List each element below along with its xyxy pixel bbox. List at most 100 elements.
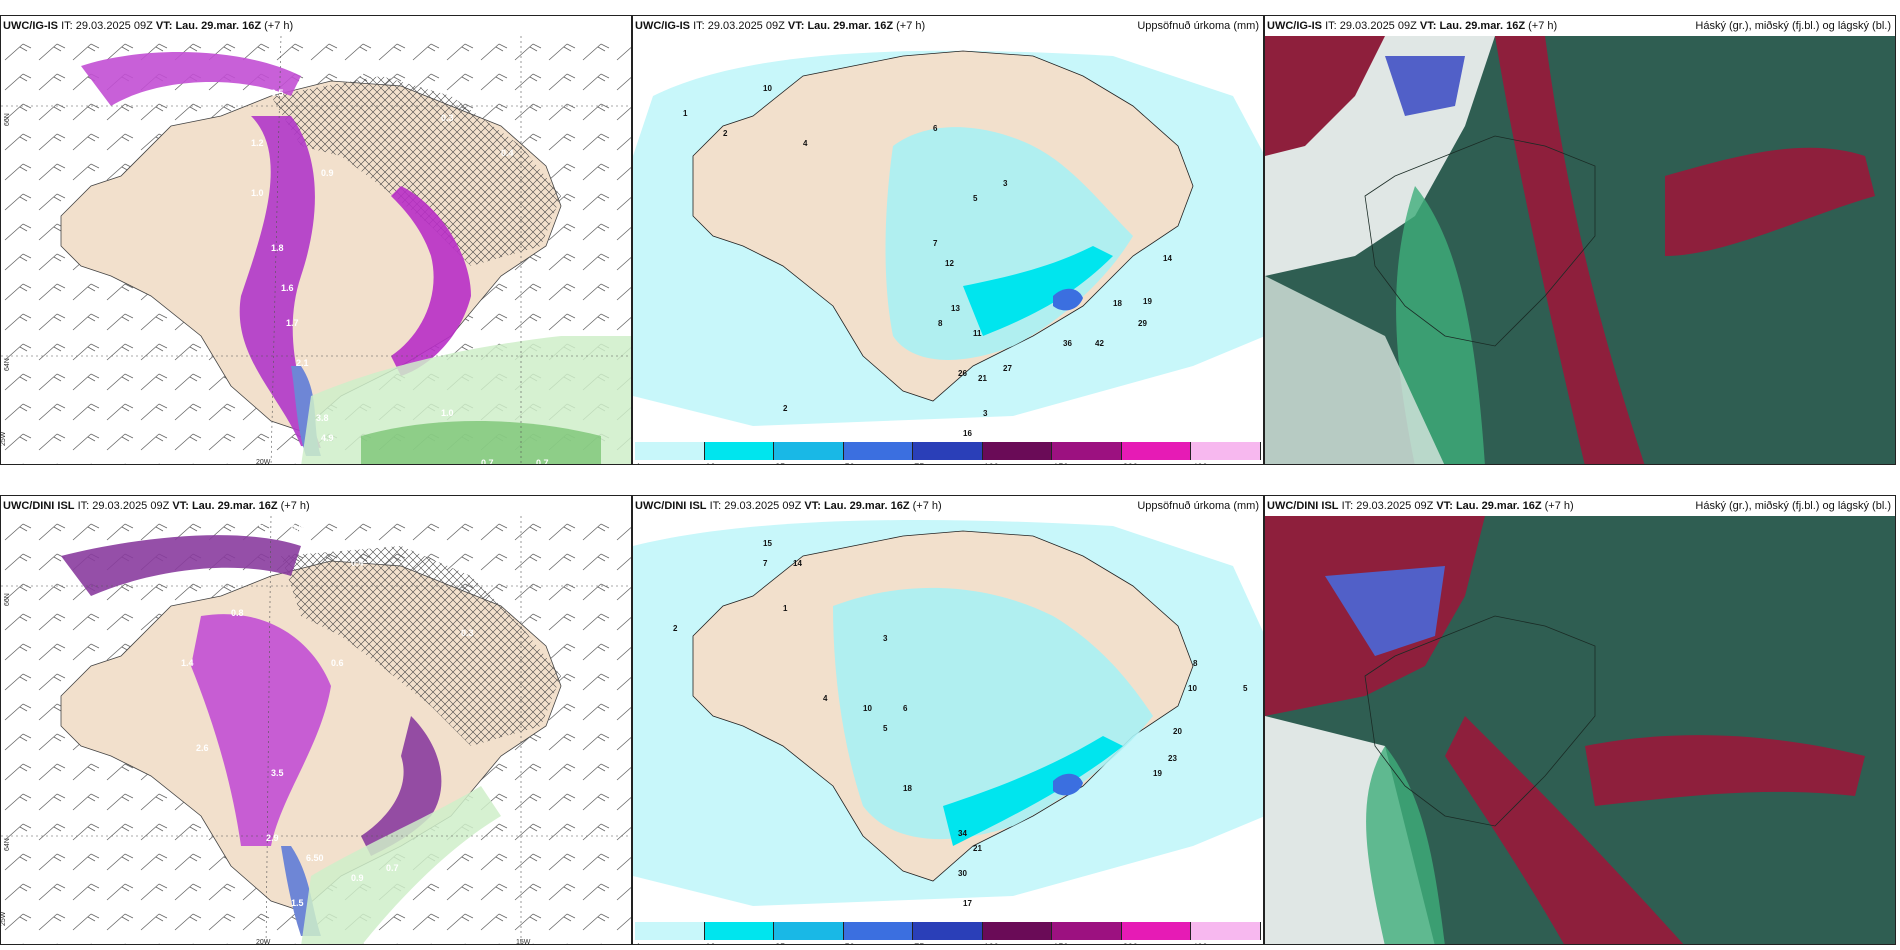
value-label: 0.6 xyxy=(351,68,364,78)
legend-swatch xyxy=(635,922,705,940)
low-cloud-green xyxy=(1366,746,1445,944)
value-label: 0.9 xyxy=(321,168,334,178)
precip-band-central xyxy=(239,116,321,448)
value-label: 0.7 xyxy=(536,458,549,465)
value-label: 7 xyxy=(763,559,768,568)
value-label: 1.7 xyxy=(286,318,299,328)
precip-band-central xyxy=(191,614,331,846)
legend-label: 150 xyxy=(1053,942,1068,944)
legend-swatch xyxy=(843,922,914,940)
legend-label: 10 xyxy=(706,462,716,464)
precip-10mm-south xyxy=(943,736,1123,846)
axis-label: 25W xyxy=(1,431,7,446)
value-label: 1.0 xyxy=(441,408,454,418)
value-label: 29 xyxy=(1138,319,1147,328)
value-label: 10 xyxy=(863,704,872,713)
value-label: 14 xyxy=(793,559,802,568)
precip-legend: 1 10 25 50 75 100 150 200 400 xyxy=(635,442,1261,464)
value-label: 14 xyxy=(1163,254,1172,263)
high-cloud-east xyxy=(1585,735,1865,806)
value-label: 17 xyxy=(963,899,972,908)
legend-label: 25 xyxy=(775,942,785,944)
panel-top-mid-accum-precip: UWC/IG-IS IT: 29.03.2025 09Z VT: Lau. 29… xyxy=(632,15,1264,465)
high-cloud-nw xyxy=(1265,36,1385,156)
legend-label: 150 xyxy=(1053,462,1068,464)
snow-hatch-area xyxy=(271,76,561,266)
legend-swatch xyxy=(913,922,983,940)
value-label: 6 xyxy=(933,124,938,133)
value-label: 0.8 xyxy=(231,608,244,618)
value-label: 5 xyxy=(1243,684,1248,693)
panel-header: UWC/IG-IS IT: 29.03.2025 09Z VT: Lau. 29… xyxy=(1,16,631,36)
legend-swatch xyxy=(774,442,844,460)
value-label: 3.8 xyxy=(316,413,329,423)
legend-swatch xyxy=(1191,922,1261,940)
rain-core-south xyxy=(361,421,601,464)
value-label: 34 xyxy=(958,829,967,838)
snow-hatch-area xyxy=(281,546,561,746)
legend-swatch xyxy=(1121,442,1192,460)
legend-label: 50 xyxy=(845,942,855,944)
value-label: 20 xyxy=(1173,727,1182,736)
value-label: 2 xyxy=(783,404,788,413)
value-label: 3 xyxy=(1003,179,1008,188)
low-cloud-green xyxy=(1396,186,1485,464)
panel-header: UWC/DINI ISL IT: 29.03.2025 09Z VT: Lau.… xyxy=(633,496,1263,516)
mid-cloud-nw xyxy=(1385,56,1465,116)
mid-cloud-nw xyxy=(1325,566,1445,656)
value-label: 30 xyxy=(958,869,967,878)
value-label: 7 xyxy=(933,239,938,248)
value-label: 2.1 xyxy=(296,358,309,368)
legend-swatch xyxy=(913,442,983,460)
axis-label: 64N xyxy=(4,838,11,851)
high-cloud-east xyxy=(1665,147,1875,256)
precip-wind-map: 0.6 0.5 0.3 0.4 0.9 1.2 1.0 1.8 1.6 1.7 2.1 3.8 4.9 0… xyxy=(1,36,631,465)
legend-label: 75 xyxy=(914,942,924,944)
legend-label: 400 xyxy=(1192,942,1207,944)
precip-band-north xyxy=(61,535,301,596)
accum-precip-map: 15 7 14 1 2 4 10 3 6 5 18 34 21 30 17 23 20 19 10 8 5 xyxy=(633,520,1263,908)
cloud-cover-map xyxy=(1265,516,1895,944)
legend-label: 100 xyxy=(984,462,999,464)
value-label: 42 xyxy=(1095,339,1104,348)
value-label: 13 xyxy=(951,304,960,313)
cloud-cover-map xyxy=(1265,36,1895,464)
legend-label: 1 xyxy=(636,462,641,464)
axis-label: 20W xyxy=(256,939,271,945)
legend-swatch xyxy=(843,442,914,460)
legend-swatch xyxy=(1052,922,1122,940)
axis-label: 66N xyxy=(4,113,11,126)
value-label: 8 xyxy=(1193,659,1198,668)
value-label: 4 xyxy=(823,694,828,703)
legend-swatch xyxy=(704,442,775,460)
panel-title-right: Háský (gr.), miðský (fj.bl.) og lágský (… xyxy=(1695,20,1891,32)
panel-top-right-clouds: UWC/IG-IS IT: 29.03.2025 09Z VT: Lau. 29… xyxy=(1264,15,1896,465)
legend-swatch xyxy=(704,922,775,940)
value-label: 10 xyxy=(763,84,772,93)
value-label: 3.5 xyxy=(271,768,284,778)
value-label: 5 xyxy=(883,724,888,733)
value-label: 36 xyxy=(1063,339,1072,348)
value-label: 0.3 xyxy=(441,113,454,123)
precip-50mm-core xyxy=(1053,288,1083,311)
precip-band-north xyxy=(81,52,301,106)
value-label: 10 xyxy=(1188,684,1197,693)
legend-swatch xyxy=(635,442,705,460)
value-label: 18 xyxy=(903,784,912,793)
panel-header: UWC/DINI ISL IT: 29.03.2025 09Z VT: Lau.… xyxy=(1,496,631,516)
precip-legend: 1 10 25 50 75 100 150 200 400 xyxy=(635,922,1261,944)
panel-header: UWC/DINI ISL IT: 29.03.2025 09Z VT: Lau.… xyxy=(1265,496,1895,516)
axis-label: 64N xyxy=(4,358,11,371)
value-label: 0.7 xyxy=(481,458,494,465)
value-label: 12 xyxy=(945,259,954,268)
legend-swatch xyxy=(1052,442,1122,460)
precip-band-east xyxy=(391,186,471,376)
legend-label: 100 xyxy=(984,942,999,944)
axis-label: 66N xyxy=(4,593,11,606)
value-label: 15 xyxy=(763,539,772,548)
legend-label: 200 xyxy=(1123,462,1138,464)
panel-header: UWC/IG-IS IT: 29.03.2025 09Z VT: Lau. 29… xyxy=(633,16,1263,36)
legend-swatch xyxy=(774,922,844,940)
value-label: 19 xyxy=(1143,297,1152,306)
